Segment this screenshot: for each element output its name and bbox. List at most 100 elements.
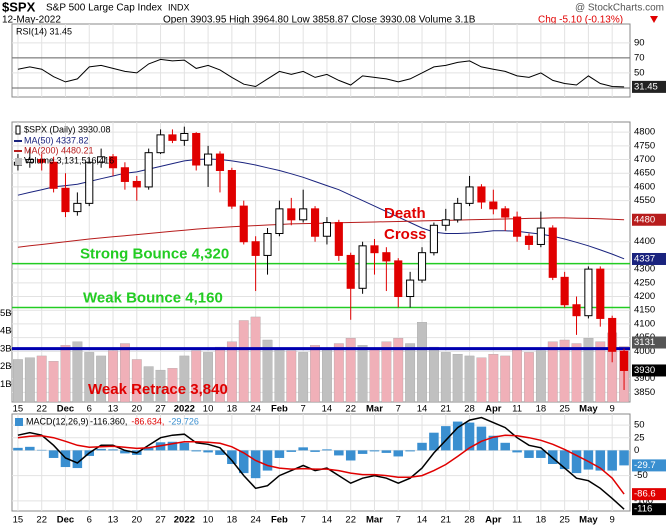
volume-bar (203, 352, 213, 403)
legend-swatch (15, 158, 22, 165)
legend-entry: Volume 3,131,516,416 (24, 155, 114, 165)
callout-box (632, 80, 666, 93)
volume-tick-label: 3B (0, 343, 12, 354)
x-tick-label: Apr (485, 404, 502, 415)
volume-bar (512, 348, 522, 403)
callout: 3131 (632, 336, 666, 349)
y-tick-label: 4700 (634, 154, 655, 165)
change: Chg -5.10 (-0.13%) (538, 15, 623, 26)
volume-bar (48, 361, 59, 403)
histogram-bar (583, 450, 594, 470)
volume-bar (381, 341, 392, 403)
callout: 31.45 (632, 80, 666, 93)
histogram-bar (381, 450, 392, 453)
volume-bar (369, 348, 380, 403)
y-tick-label: 4100 (634, 318, 655, 329)
candle-body (227, 169, 236, 207)
x-tick-label: Dec (57, 404, 74, 415)
y-tick-label: 4250 (634, 277, 655, 288)
x-tick-label: 11 (512, 515, 522, 526)
candle-body (406, 279, 415, 298)
candle-body (120, 167, 129, 182)
volume-bar (143, 366, 154, 403)
candle-body (429, 224, 438, 254)
volume-bar (322, 348, 332, 403)
x-tick-label: 10 (203, 404, 214, 415)
x-tick-label: 21 (440, 404, 451, 415)
candle-body (370, 245, 379, 254)
x-tick-label: 13 (108, 515, 119, 526)
candle-body (536, 227, 545, 245)
legend-entry: MA(50) 4337.82 (24, 135, 89, 145)
x-tick-label: 22 (36, 515, 47, 526)
candle-body (608, 317, 617, 352)
histogram-bar (108, 449, 118, 451)
y-tick-label: 50 (634, 420, 645, 431)
candle-body (501, 208, 510, 218)
panel-title: RSI(14) 31.45 (16, 26, 72, 36)
x-tick-label: 18 (536, 404, 547, 415)
volume-bar (452, 354, 463, 403)
panel (11, 23, 631, 98)
exchange: INDX (168, 2, 190, 12)
y-tick-label: 4650 (634, 168, 655, 179)
callout-box (632, 336, 666, 349)
x-tick-label: May (579, 404, 598, 415)
volume-bar (464, 355, 475, 403)
legend-entry: -29.726 (168, 416, 199, 426)
histogram-bar (369, 450, 380, 452)
volume-bar (417, 322, 427, 403)
x-tick-label: 14 (417, 404, 428, 415)
histogram-bar (512, 450, 522, 453)
y-tick-label: 3900 (634, 373, 655, 384)
histogram-bar (310, 450, 320, 452)
x-tick-label: 22 (345, 515, 356, 526)
volume-bar (60, 345, 71, 403)
callout-label: 4480 (634, 214, 655, 225)
symbol: $SPX (2, 0, 36, 14)
candle-body (477, 186, 486, 203)
volume-bar (500, 355, 511, 403)
candle-body (215, 153, 225, 171)
x-tick-label: 7 (301, 404, 306, 415)
volume-bar (274, 348, 285, 403)
candle-body (441, 219, 450, 226)
x-tick-label: 28 (464, 515, 475, 526)
annotation: Weak Retrace 3,840 (88, 381, 228, 398)
volume-bar (440, 352, 451, 403)
histogram-bar (25, 446, 35, 451)
volume-bar (108, 350, 118, 403)
volume-bar (96, 355, 107, 403)
histogram-bar (595, 450, 606, 471)
x-tick-label: 18 (536, 515, 547, 526)
histogram-bar (286, 450, 297, 452)
x-tick-label: 25 (559, 404, 570, 415)
candle-body (560, 276, 569, 306)
callout: -29.7 (632, 459, 666, 472)
x-tick-label: May (579, 515, 598, 526)
histogram-bar (96, 448, 106, 451)
volume-bar (120, 343, 130, 403)
x-tick-label: 9 (610, 404, 615, 415)
x-tick-label: 27 (155, 404, 166, 415)
y-tick-label: 4200 (634, 291, 655, 302)
volume-bar (524, 352, 534, 403)
y-tick-label: 4150 (634, 305, 655, 316)
candle-body (168, 134, 177, 141)
moving-average (17, 217, 625, 248)
candle-body (513, 216, 522, 237)
x-tick-label: Apr (485, 515, 502, 526)
x-tick-label: 24 (250, 404, 261, 415)
candle-body (239, 205, 248, 243)
histogram-bar (452, 421, 463, 451)
y-tick-label: 70 (634, 52, 645, 63)
volume-bar (476, 357, 487, 403)
chart-title: S&P 500 Large Cap Index (46, 3, 162, 14)
panel (11, 413, 631, 512)
candle-body (322, 222, 332, 237)
legend-swatch (15, 418, 23, 426)
x-tick-label: 6 (87, 515, 92, 526)
callout-label: 3131 (634, 337, 655, 348)
x-tick-label: Feb (271, 515, 288, 526)
